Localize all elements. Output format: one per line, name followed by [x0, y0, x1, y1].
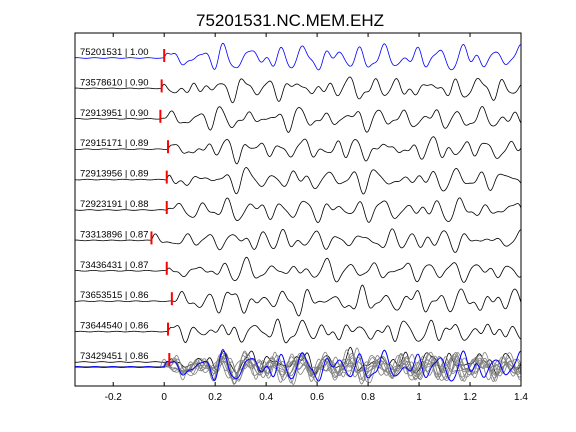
trace-label: 72913951 | 0.90 — [80, 108, 149, 119]
x-tick-label: 0.6 — [310, 392, 324, 403]
chart-title: 75201531.NC.MEM.EHZ — [196, 11, 384, 30]
trace-label: 73313896 | 0.87 — [80, 229, 149, 240]
trace-line — [74, 76, 522, 104]
x-tick-label: 1 — [416, 392, 422, 403]
pick-markers — [150, 49, 173, 366]
x-axis: -0.2 0 0.2 0.4 0.6 0.8 1 1.2 1.4 — [105, 33, 528, 403]
trace-line — [74, 167, 522, 195]
trace-line — [74, 284, 522, 317]
trace-label: 72913956 | 0.89 — [80, 169, 149, 180]
trace-label: 72915171 | 0.89 — [80, 138, 149, 149]
x-tick-label: 0.2 — [208, 392, 222, 403]
stack-reference-line — [74, 349, 522, 382]
x-tick-label: 1.4 — [514, 392, 528, 403]
trace-line — [74, 42, 522, 71]
x-tick-label: 0.4 — [259, 392, 273, 403]
x-tick-label: -0.2 — [105, 392, 123, 403]
trace-labels: 75201531 | 1.00 73578610 | 0.90 72913951 |… — [80, 47, 149, 362]
trace-label: 73644540 | 0.86 — [80, 321, 149, 332]
trace-line — [74, 136, 522, 165]
x-tick-label: 1.2 — [463, 392, 477, 403]
trace-label: 73653515 | 0.86 — [80, 290, 149, 301]
trace-label: 73429451 | 0.86 — [80, 351, 149, 362]
trace-label: 75201531 | 1.00 — [80, 47, 149, 58]
x-tick-label: 0.8 — [361, 392, 375, 403]
stacked-traces — [74, 347, 522, 385]
x-tick-label: 0 — [161, 392, 167, 403]
trace-line — [74, 318, 522, 344]
trace-label: 72923191 | 0.88 — [80, 199, 149, 210]
plot-frame — [74, 32, 522, 387]
trace-label: 73436431 | 0.87 — [80, 260, 149, 271]
trace-line — [74, 228, 522, 253]
trace-label: 73578610 | 0.90 — [80, 77, 149, 88]
trace-line — [74, 106, 522, 133]
trace-line — [74, 256, 522, 283]
trace-line — [74, 197, 522, 224]
